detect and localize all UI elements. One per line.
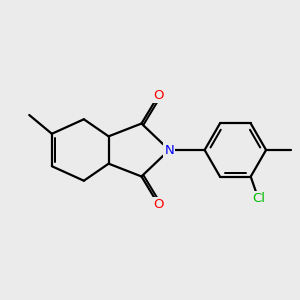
Text: Cl: Cl [252,192,265,205]
Text: N: N [164,143,174,157]
Text: O: O [153,198,164,211]
Text: O: O [153,89,164,102]
